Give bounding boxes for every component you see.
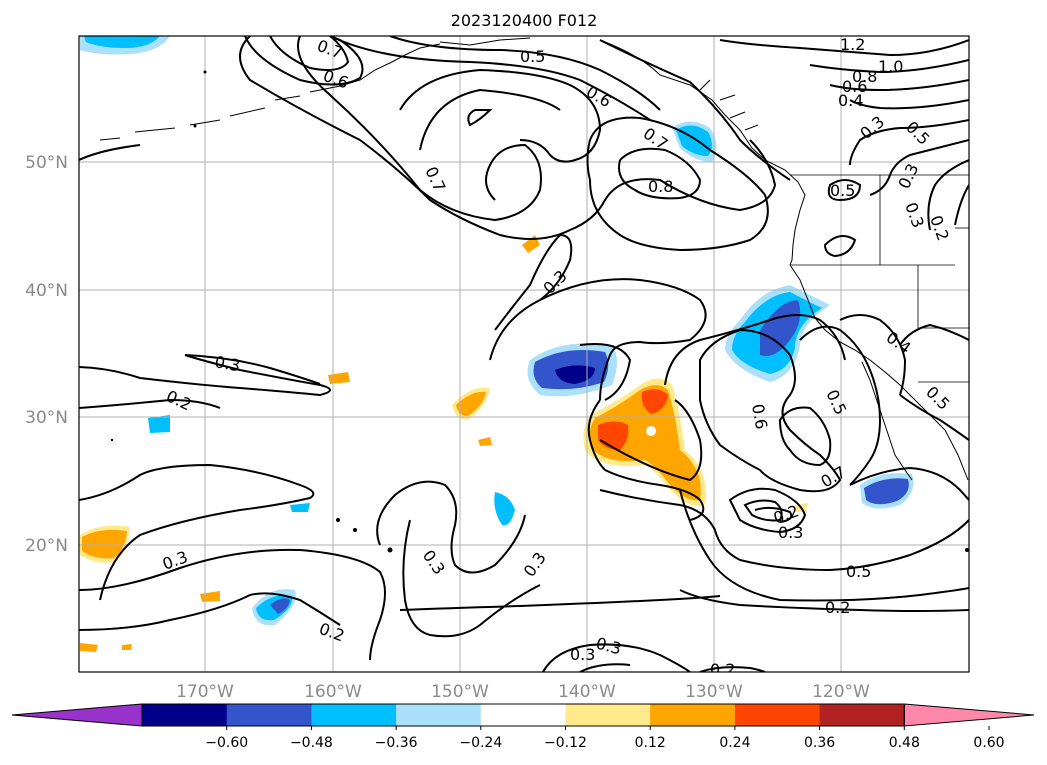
colorbar-tick-label: 0.36 [804, 735, 835, 751]
map-panel: 1.2 1.0 0.8 0.6 0.4 0.5 0.7 0.6 0.5 0.6 … [79, 35, 969, 679]
positive-anomaly-area [122, 644, 132, 650]
longitude-labels: 170°W 160°W 150°W 140°W 130°W 120°W [176, 682, 870, 702]
positive-anomaly-area [478, 437, 492, 446]
colorbar-tick-label: 0.60 [973, 735, 1004, 751]
negative-anomaly-area [290, 503, 310, 512]
lat-label: 40°N [25, 281, 68, 301]
colorbar-segment [734, 704, 821, 726]
contour-label: 0.3 [570, 645, 595, 664]
colorbar-tick-label: 0.12 [635, 735, 666, 751]
contour-label: 0.6 [842, 77, 867, 96]
colorbar-segment [819, 704, 905, 726]
colorbar-segment [480, 704, 566, 726]
lon-label: 140°W [558, 682, 616, 702]
colorbar-segment [650, 704, 736, 726]
contour-label: 0.6 [748, 402, 771, 430]
lat-label: 50°N [25, 153, 68, 173]
colorbar-extend-high [903, 703, 1035, 727]
lon-label: 170°W [176, 682, 234, 702]
contour-label: 0.8 [648, 177, 673, 196]
latitude-labels: 50°N 40°N 30°N 20°N [25, 153, 68, 556]
negative-anomaly-area [148, 415, 170, 433]
lon-label: 150°W [431, 682, 489, 702]
contour-label: 0.5 [520, 47, 545, 66]
colorbar-segment [565, 704, 651, 726]
colorbar-tick-label: 0.48 [889, 735, 920, 751]
lon-label: 120°W [812, 682, 870, 702]
positive-anomaly-area [589, 385, 701, 501]
negative-anomaly-area [555, 365, 595, 384]
colorbar: −0.60 −0.48 −0.36 −0.24 −0.12 0.12 0.24 0.36 0.4… [11, 703, 1035, 751]
contour-label: 0.3 [778, 523, 803, 542]
contour-label: 0.8 [852, 67, 877, 86]
contour-label: 0.3 [213, 352, 241, 375]
lat-label: 30°N [25, 408, 68, 428]
colorbar-tick-label: −0.12 [544, 735, 587, 751]
contour-label: 0.2 [710, 660, 735, 679]
colorbar-segment [396, 704, 482, 726]
colorbar-tick-label: 0.24 [719, 735, 750, 751]
contour-label: 1.2 [840, 35, 865, 54]
colorbar-tick-label: −0.36 [375, 735, 418, 751]
colorbar-frame [141, 703, 905, 727]
positive-anomaly-area [80, 643, 98, 652]
colorbar-extend-low [11, 703, 143, 727]
colorbar-tick-label: −0.24 [459, 735, 502, 751]
negative-anomaly-area [760, 300, 801, 356]
positive-anomaly-area [641, 389, 668, 414]
contour-label: 0.5 [846, 562, 871, 581]
positive-anomaly-area [456, 391, 486, 416]
small-positive-spot [646, 426, 656, 436]
contour-lines [79, 36, 969, 672]
colorbar-tick-label: −0.48 [290, 735, 333, 751]
lon-label: 130°W [685, 682, 743, 702]
colorbar-tick-label: −0.60 [205, 735, 248, 751]
negative-anomaly-area [84, 36, 160, 48]
lon-label: 160°W [304, 682, 362, 702]
positive-anomaly-area [82, 529, 127, 559]
colorbar-segment [311, 704, 397, 726]
negative-anomaly-area [494, 492, 515, 526]
island-specks [110, 70, 969, 553]
lat-label: 20°N [25, 536, 68, 556]
contour-label: 0.4 [838, 91, 863, 110]
contour-label: 1.0 [878, 57, 903, 76]
negative-anomaly-area [270, 598, 290, 614]
colorbar-segment [142, 704, 228, 726]
contour-label: 0.5 [830, 181, 855, 200]
colorbar-segment [226, 704, 312, 726]
negative-anomaly-area [864, 478, 909, 505]
figure-title: 2023120400 F012 [451, 11, 598, 30]
map-frame [78, 35, 970, 673]
contour-label: 0.2 [825, 598, 850, 617]
